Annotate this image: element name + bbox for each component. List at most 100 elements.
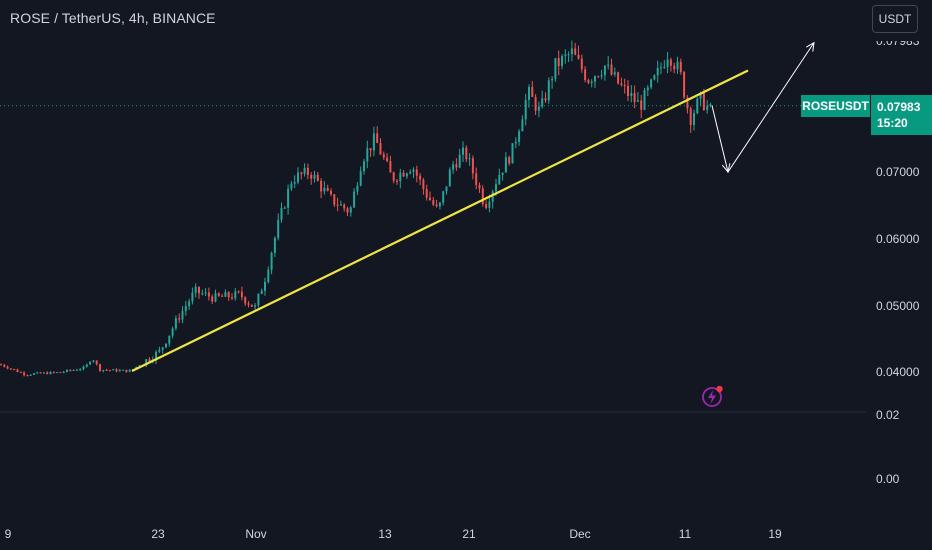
candle-body	[42, 372, 45, 374]
candle-body	[462, 147, 464, 155]
candle-body	[376, 133, 379, 143]
candle-body	[323, 187, 326, 192]
candle-body	[112, 369, 115, 371]
candle-body	[343, 204, 346, 209]
currency-button[interactable]: USDT	[872, 5, 918, 33]
candle-body	[224, 292, 227, 297]
candle-body	[211, 296, 214, 302]
candle-body	[369, 148, 372, 151]
candle-body	[366, 148, 369, 162]
x-tick-label: Dec	[569, 527, 591, 541]
candle-body	[580, 58, 583, 70]
candle-body	[445, 186, 448, 192]
candle-body	[19, 372, 22, 374]
candle-body	[181, 310, 184, 320]
candle-body	[676, 61, 679, 70]
arrowhead-down	[721, 163, 731, 174]
candle-body	[386, 157, 389, 162]
candle-body	[452, 164, 455, 170]
candle-body	[79, 369, 82, 371]
chart-title: ROSE / TetherUS, 4h, BINANCE	[10, 10, 216, 26]
candle-body	[442, 191, 445, 203]
candle-body	[56, 372, 59, 374]
candle-body	[52, 371, 55, 373]
x-tick-label: 23	[151, 527, 165, 541]
candle-body	[481, 188, 484, 205]
bar-countdown: 15:20	[877, 116, 908, 130]
candle-body	[174, 318, 177, 329]
candle-body	[6, 366, 9, 369]
candle-body	[504, 157, 507, 173]
candle-body	[125, 369, 128, 372]
candle-body	[372, 133, 375, 151]
candle-body	[326, 187, 329, 191]
candle-body	[158, 349, 161, 352]
candle-body	[689, 108, 692, 125]
current-price-badge: 0.07983 15:20	[871, 95, 932, 135]
candle-body	[465, 147, 468, 160]
candle-body	[531, 87, 534, 97]
candle-body	[485, 204, 488, 208]
lightning-icon[interactable]	[700, 384, 724, 408]
candle-body	[254, 305, 257, 307]
candle-body	[359, 171, 362, 186]
symbol-price-badge: ROSEUSDT	[801, 95, 870, 117]
candle-body	[607, 64, 610, 66]
candle-body	[693, 113, 695, 125]
candle-body	[178, 318, 181, 320]
candle-body	[356, 185, 359, 192]
candle-body	[161, 347, 164, 350]
candle-body	[396, 180, 398, 182]
candle-body	[122, 369, 125, 371]
candle-body	[23, 372, 26, 376]
y-tick-label: 0.00	[876, 472, 900, 486]
candle-body	[227, 292, 230, 298]
candle-body	[9, 368, 12, 370]
candle-body	[306, 167, 309, 175]
candle-body	[544, 98, 547, 101]
candle-body	[475, 173, 478, 186]
candle-body	[679, 61, 682, 72]
candle-body	[82, 366, 85, 370]
candle-body	[33, 373, 35, 375]
candle-body	[36, 372, 39, 374]
candle-body	[584, 69, 587, 81]
candle-body	[290, 183, 293, 189]
candle-body	[346, 208, 349, 213]
candle-body	[656, 68, 659, 76]
candle-body	[115, 369, 118, 372]
candle-body	[636, 100, 639, 102]
candle-body	[244, 297, 247, 304]
candle-body	[303, 167, 306, 175]
candle-body	[39, 372, 42, 374]
candle-body	[696, 98, 699, 114]
x-tick-label: 21	[462, 527, 476, 541]
candle-body	[534, 96, 537, 111]
candle-body	[633, 93, 636, 102]
candle-body	[0, 364, 2, 366]
candle-body	[26, 375, 29, 377]
candles-group	[0, 40, 712, 377]
candle-body	[666, 59, 669, 67]
candle-body	[514, 141, 517, 144]
candle-body	[75, 369, 78, 371]
candle-body	[234, 291, 237, 299]
candle-body	[425, 189, 428, 198]
candle-body	[399, 172, 402, 182]
candle-body	[392, 172, 395, 181]
current-price-value: 0.07983	[877, 100, 921, 114]
candle-body	[478, 185, 481, 189]
candle-body	[600, 75, 603, 77]
candle-body	[363, 161, 365, 172]
candle-body	[155, 351, 158, 360]
candle-body	[389, 161, 392, 173]
candle-body	[613, 72, 616, 75]
candle-body	[501, 172, 504, 175]
candle-body	[603, 65, 606, 76]
candle-body	[379, 142, 382, 155]
candle-body	[13, 368, 16, 370]
candle-body	[554, 58, 557, 79]
candle-body	[300, 172, 303, 175]
candle-body	[587, 80, 590, 83]
